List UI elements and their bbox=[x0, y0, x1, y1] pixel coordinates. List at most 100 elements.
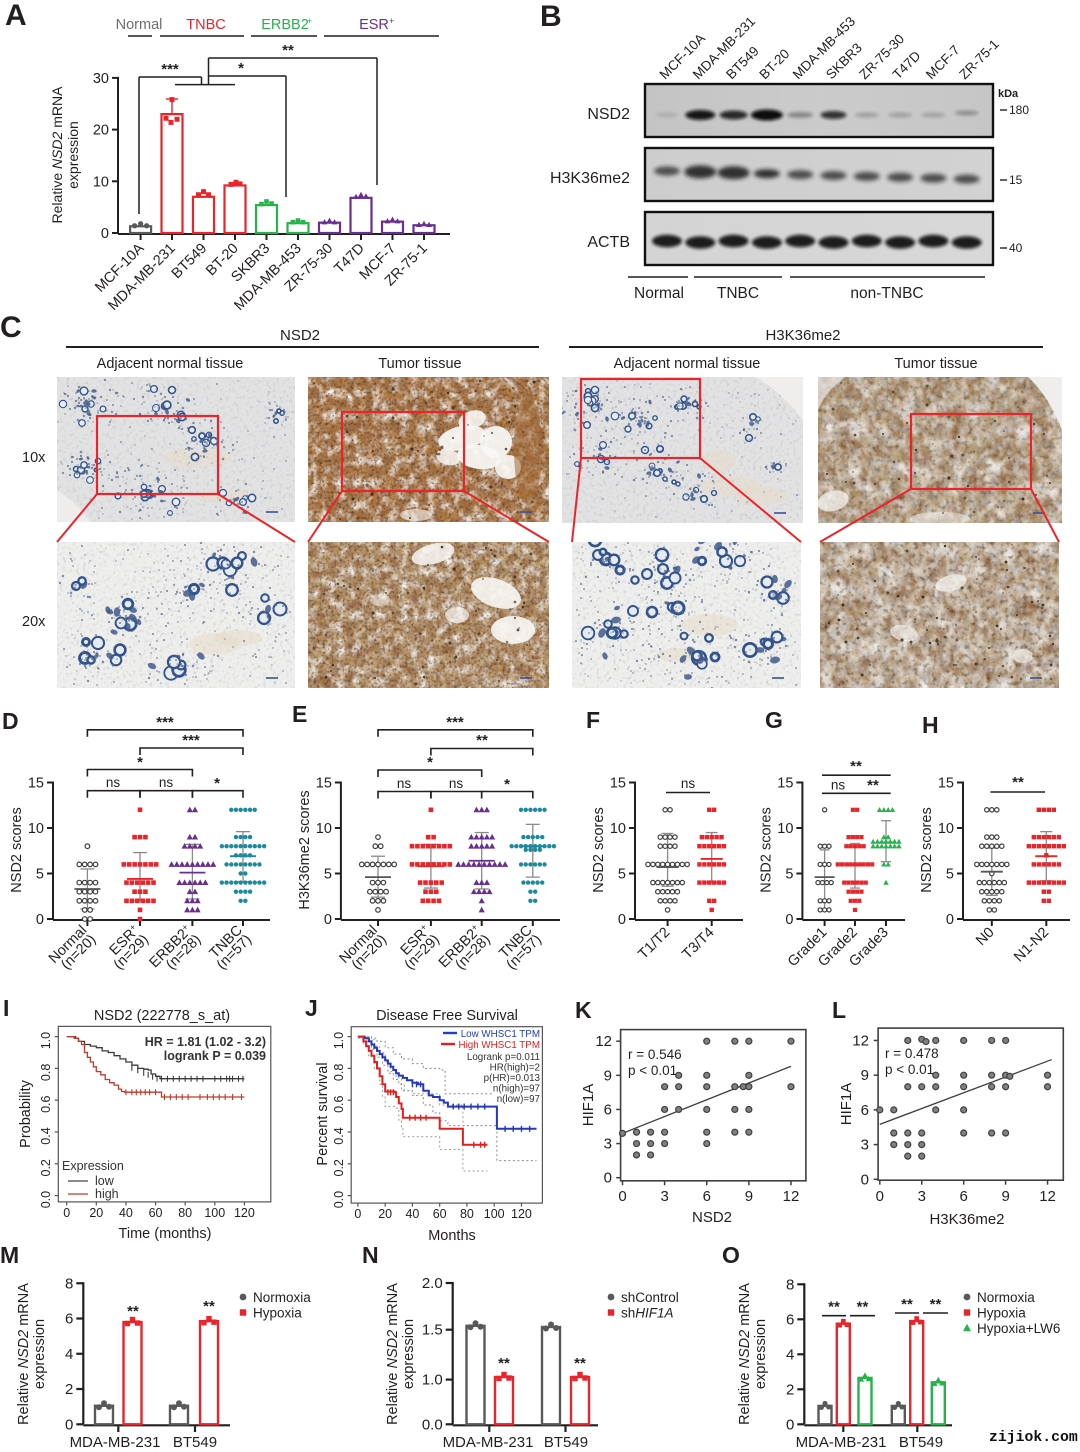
svg-text:+: + bbox=[389, 16, 394, 26]
svg-text:1.5: 1.5 bbox=[422, 1322, 443, 1339]
svg-text:0.0: 0.0 bbox=[332, 1191, 346, 1208]
svg-text:15: 15 bbox=[777, 776, 793, 792]
svg-text:0.6: 0.6 bbox=[332, 1095, 346, 1112]
svg-text:shHIF1A: shHIF1A bbox=[621, 1306, 674, 1321]
svg-text:10: 10 bbox=[610, 821, 626, 837]
svg-text:M: M bbox=[0, 1242, 19, 1268]
svg-text:**: ** bbox=[282, 42, 294, 59]
svg-text:6: 6 bbox=[861, 1102, 869, 1119]
svg-text:expression: expression bbox=[753, 1319, 769, 1389]
svg-text:ns: ns bbox=[831, 778, 846, 793]
svg-text:0.0: 0.0 bbox=[39, 1191, 53, 1208]
svg-text:F: F bbox=[586, 707, 600, 733]
svg-text:J: J bbox=[305, 995, 318, 1021]
svg-text:high: high bbox=[95, 1187, 119, 1201]
svg-text:kDa: kDa bbox=[998, 88, 1019, 100]
svg-text:0: 0 bbox=[63, 1206, 70, 1220]
svg-text:20: 20 bbox=[89, 1206, 103, 1220]
svg-text:10: 10 bbox=[28, 821, 44, 837]
svg-text:O: O bbox=[722, 1242, 740, 1268]
svg-text:N: N bbox=[362, 1242, 379, 1268]
svg-text:H3K36me2: H3K36me2 bbox=[765, 327, 840, 344]
svg-text:logrank P = 0.039: logrank P = 0.039 bbox=[164, 1049, 266, 1063]
svg-text:40: 40 bbox=[1009, 241, 1023, 255]
svg-text:0: 0 bbox=[36, 912, 44, 928]
svg-text:Percent survival: Percent survival bbox=[315, 1062, 331, 1165]
svg-text:A: A bbox=[5, 0, 27, 32]
svg-text:ACTB: ACTB bbox=[587, 234, 630, 251]
svg-text:TNBC: TNBC bbox=[717, 285, 759, 302]
svg-text:H: H bbox=[922, 712, 939, 738]
svg-text:NSD2 scores: NSD2 scores bbox=[591, 807, 607, 892]
svg-text:0.2: 0.2 bbox=[39, 1159, 53, 1176]
svg-text:1.0: 1.0 bbox=[332, 1032, 346, 1049]
svg-text:ns: ns bbox=[681, 776, 696, 791]
svg-text:12: 12 bbox=[595, 1033, 612, 1050]
svg-text:HIF1A: HIF1A bbox=[580, 1084, 597, 1127]
svg-text:zijiok.com: zijiok.com bbox=[989, 1430, 1078, 1446]
svg-text:Relative NSD2 mRNA: Relative NSD2 mRNA bbox=[49, 86, 65, 224]
svg-text:10x: 10x bbox=[22, 450, 46, 466]
svg-text:Normal: Normal bbox=[116, 17, 163, 33]
svg-text:100: 100 bbox=[484, 1207, 505, 1221]
svg-text:p < 0.01: p < 0.01 bbox=[885, 1062, 934, 1077]
svg-text:n(low)=97: n(low)=97 bbox=[497, 1094, 540, 1105]
svg-text:MDA-MB-231: MDA-MB-231 bbox=[796, 1434, 887, 1451]
svg-text:ns: ns bbox=[449, 776, 464, 791]
svg-text:6: 6 bbox=[65, 1311, 73, 1328]
svg-text:TNBC: TNBC bbox=[186, 17, 225, 33]
svg-text:r = 0.478: r = 0.478 bbox=[885, 1046, 939, 1061]
svg-text:MDA-MB-231: MDA-MB-231 bbox=[70, 1434, 161, 1451]
svg-text:Relative NSD2 mRNA: Relative NSD2 mRNA bbox=[737, 1283, 753, 1425]
svg-text:0: 0 bbox=[785, 912, 793, 928]
svg-text:10: 10 bbox=[316, 821, 332, 837]
svg-text:60: 60 bbox=[149, 1206, 163, 1220]
svg-text:H3K36me2: H3K36me2 bbox=[929, 1211, 1004, 1228]
svg-text:*: * bbox=[137, 754, 143, 771]
svg-text:6: 6 bbox=[960, 1188, 968, 1205]
svg-text:Expression: Expression bbox=[62, 1159, 124, 1173]
svg-text:*: * bbox=[504, 776, 510, 793]
svg-text:2: 2 bbox=[65, 1381, 73, 1398]
svg-text:0.8: 0.8 bbox=[332, 1064, 346, 1081]
svg-text:Months: Months bbox=[428, 1228, 476, 1244]
svg-text:High WHSC1 TPM: High WHSC1 TPM bbox=[459, 1040, 540, 1051]
svg-text:ns: ns bbox=[106, 775, 121, 790]
svg-text:**: ** bbox=[203, 1298, 215, 1315]
svg-text:**: ** bbox=[574, 1355, 586, 1372]
svg-text:Tumor tissue: Tumor tissue bbox=[894, 356, 977, 372]
svg-text:1.0: 1.0 bbox=[422, 1372, 443, 1389]
svg-text:*: * bbox=[214, 775, 220, 792]
svg-text:4: 4 bbox=[65, 1346, 73, 1363]
svg-text:***: *** bbox=[156, 714, 174, 731]
svg-text:1.0: 1.0 bbox=[39, 1032, 53, 1049]
svg-text:NSD2 scores: NSD2 scores bbox=[758, 807, 774, 892]
svg-text:ns: ns bbox=[397, 776, 412, 791]
svg-text:20: 20 bbox=[93, 123, 109, 139]
svg-text:3: 3 bbox=[861, 1137, 869, 1154]
svg-text:180: 180 bbox=[1009, 103, 1029, 117]
svg-text:9: 9 bbox=[1001, 1188, 1009, 1205]
svg-text:**: ** bbox=[1012, 774, 1024, 791]
svg-text:0: 0 bbox=[618, 1188, 626, 1205]
svg-text:expression: expression bbox=[401, 1319, 417, 1389]
svg-text:0.0: 0.0 bbox=[422, 1416, 443, 1433]
svg-text:4: 4 bbox=[786, 1346, 794, 1363]
svg-text:**: ** bbox=[867, 777, 879, 794]
svg-text:5: 5 bbox=[324, 867, 332, 883]
svg-text:15: 15 bbox=[610, 776, 626, 792]
svg-text:Hypoxia+LW6: Hypoxia+LW6 bbox=[977, 1321, 1060, 1336]
svg-text:30: 30 bbox=[93, 71, 109, 87]
svg-text:Adjacent normal tissue: Adjacent normal tissue bbox=[97, 356, 244, 372]
svg-text:shControl: shControl bbox=[621, 1290, 679, 1305]
svg-text:***: *** bbox=[446, 714, 464, 731]
svg-text:NSD2: NSD2 bbox=[692, 1209, 732, 1226]
svg-text:2.0: 2.0 bbox=[422, 1275, 443, 1292]
svg-text:20x: 20x bbox=[22, 614, 46, 630]
svg-text:15: 15 bbox=[1009, 173, 1023, 187]
svg-text:**: ** bbox=[857, 1299, 869, 1316]
svg-text:ns: ns bbox=[159, 775, 174, 790]
svg-text:NSD2: NSD2 bbox=[280, 327, 320, 344]
svg-text:Logrank p=0.011: Logrank p=0.011 bbox=[467, 1052, 540, 1063]
svg-text:20: 20 bbox=[378, 1207, 392, 1221]
